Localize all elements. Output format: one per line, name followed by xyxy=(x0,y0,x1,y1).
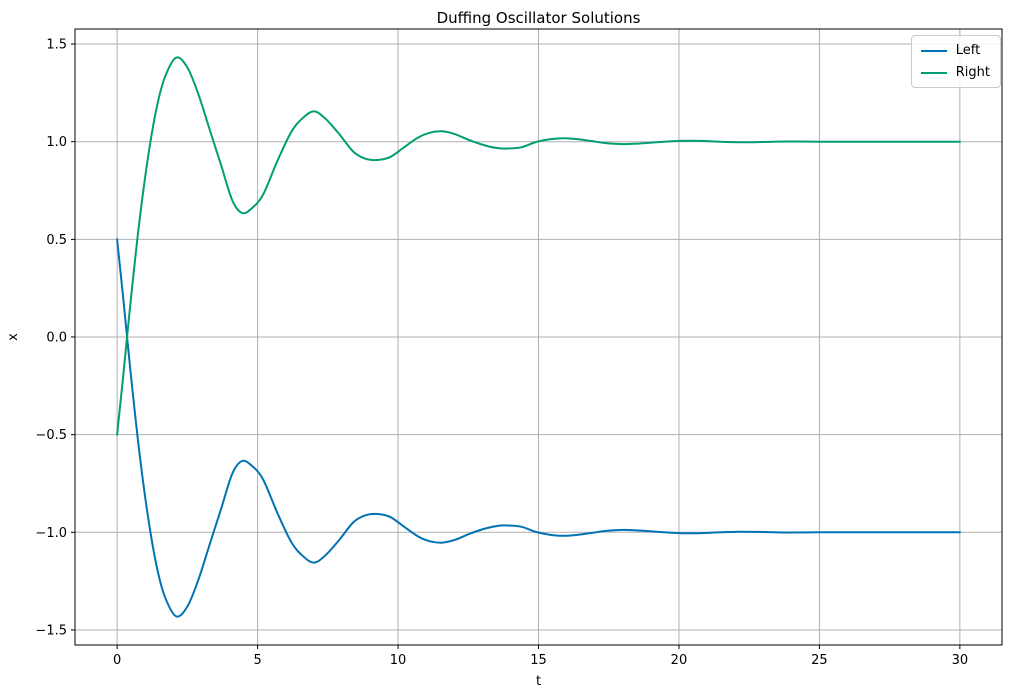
series-line-left xyxy=(116,238,961,618)
right-series-swatch xyxy=(920,71,947,74)
y-tick-label: 1.0 xyxy=(46,135,67,150)
x-axis-label: t xyxy=(535,674,542,689)
y-tick-label: 0.0 xyxy=(46,331,67,346)
x-tick-label: 5 xyxy=(253,653,261,668)
left-series-swatch xyxy=(920,49,947,52)
legend: Left Right xyxy=(910,35,1001,88)
y-tick-label: −1.5 xyxy=(35,623,67,638)
legend-item-left: Left xyxy=(920,43,990,58)
y-tick-label: 0.5 xyxy=(46,233,67,248)
y-axis-label: x xyxy=(6,333,21,341)
x-tick-label: 10 xyxy=(390,653,407,668)
y-tick-label: −0.5 xyxy=(35,428,67,443)
legend-item-right: Right xyxy=(920,65,990,80)
y-tick-label: 1.5 xyxy=(46,38,67,53)
x-tick-label: 25 xyxy=(811,653,828,668)
series-line-right xyxy=(116,56,961,436)
x-tick-label: 15 xyxy=(530,653,547,668)
legend-label-left: Left xyxy=(955,43,981,58)
legend-label-right: Right xyxy=(955,65,990,80)
chart-title: Duffing Oscillator Solutions xyxy=(436,9,641,27)
x-tick-label: 0 xyxy=(113,653,121,668)
x-tick-label: 30 xyxy=(952,653,969,668)
y-tick-label: −1.0 xyxy=(35,526,67,541)
x-tick-label: 20 xyxy=(671,653,688,668)
